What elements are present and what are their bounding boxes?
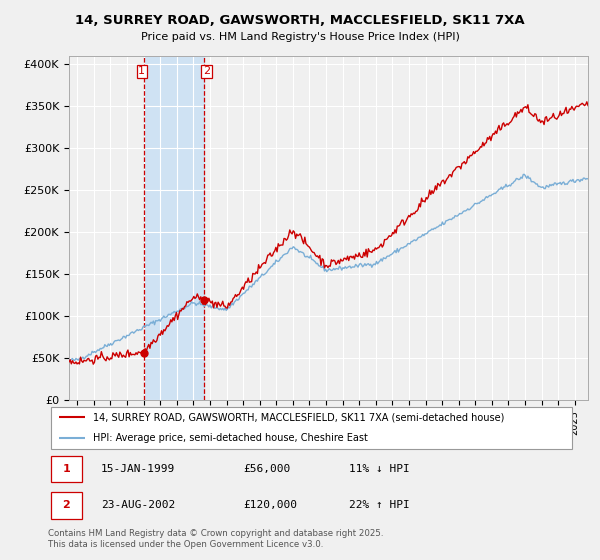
- Text: 15-JAN-1999: 15-JAN-1999: [101, 464, 175, 474]
- Text: £56,000: £56,000: [244, 464, 290, 474]
- Text: 2: 2: [203, 66, 210, 76]
- FancyBboxPatch shape: [50, 492, 82, 519]
- Text: HPI: Average price, semi-detached house, Cheshire East: HPI: Average price, semi-detached house,…: [93, 433, 368, 444]
- Text: Price paid vs. HM Land Registry's House Price Index (HPI): Price paid vs. HM Land Registry's House …: [140, 32, 460, 43]
- Text: 14, SURREY ROAD, GAWSWORTH, MACCLESFIELD, SK11 7XA (semi-detached house): 14, SURREY ROAD, GAWSWORTH, MACCLESFIELD…: [93, 412, 504, 422]
- Text: 11% ↓ HPI: 11% ↓ HPI: [349, 464, 410, 474]
- Text: 2: 2: [62, 501, 70, 510]
- FancyBboxPatch shape: [50, 456, 82, 482]
- Text: £120,000: £120,000: [244, 501, 298, 510]
- Text: 14, SURREY ROAD, GAWSWORTH, MACCLESFIELD, SK11 7XA: 14, SURREY ROAD, GAWSWORTH, MACCLESFIELD…: [75, 14, 525, 27]
- Text: 22% ↑ HPI: 22% ↑ HPI: [349, 501, 410, 510]
- FancyBboxPatch shape: [50, 407, 572, 449]
- Text: 1: 1: [62, 464, 70, 474]
- Text: Contains HM Land Registry data © Crown copyright and database right 2025.
This d: Contains HM Land Registry data © Crown c…: [48, 529, 383, 549]
- Bar: [144, 56, 204, 400]
- Text: 23-AUG-2002: 23-AUG-2002: [101, 501, 175, 510]
- Text: 1: 1: [138, 66, 145, 76]
